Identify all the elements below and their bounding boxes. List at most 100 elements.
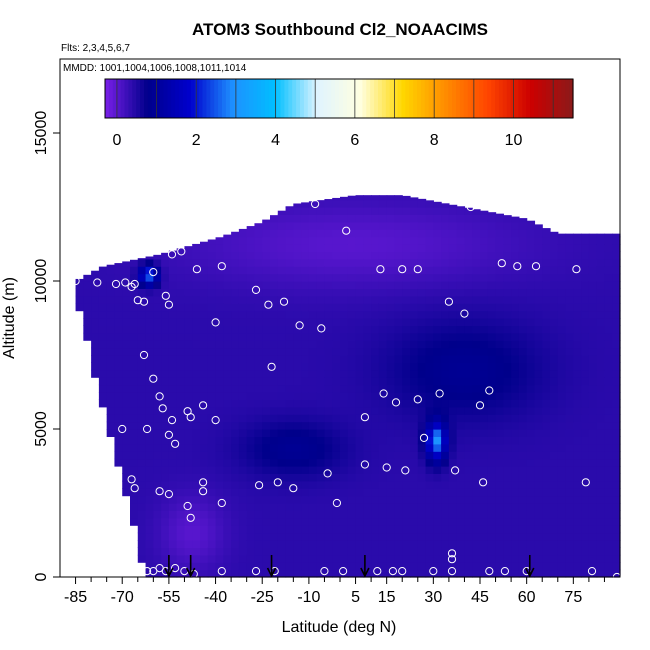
- x-tick-label: -85: [64, 589, 87, 606]
- sample-point: [398, 567, 407, 576]
- sample-point: [479, 478, 488, 487]
- sample-point: [251, 567, 261, 576]
- flight-arrow: [164, 555, 174, 578]
- sample-point: [379, 389, 388, 398]
- sample-point: [342, 226, 351, 235]
- sample-point: [164, 430, 173, 439]
- y-tick-label: 10000: [33, 259, 50, 304]
- sample-point: [485, 567, 494, 576]
- heatmap: [75, 195, 621, 578]
- sample-point: [127, 282, 136, 291]
- sample-point: [460, 309, 469, 318]
- sample-point: [164, 300, 173, 309]
- x-tick-label: 5: [351, 589, 360, 606]
- sample-point: [133, 296, 142, 305]
- dates-label: MMDD: 1001,1004,1006,1008,1011,1014: [63, 63, 247, 74]
- colorbar-tick-label: 10: [505, 132, 523, 149]
- sample-point: [255, 481, 264, 490]
- sample-point: [388, 567, 397, 576]
- sample-point: [211, 318, 220, 327]
- x-tick-label: -40: [204, 589, 227, 606]
- sample-point: [199, 478, 208, 487]
- sample-point: [149, 374, 158, 383]
- sample-point: [320, 567, 329, 576]
- sample-point: [139, 297, 149, 306]
- sample-point: [199, 401, 208, 410]
- sample-point: [413, 395, 422, 404]
- colorbar-tick-label: 0: [112, 132, 121, 149]
- sample-point: [186, 513, 195, 522]
- y-tick-label: 0: [33, 572, 50, 581]
- x-tick-label: -55: [157, 589, 180, 606]
- sample-point: [531, 262, 541, 271]
- y-axis-label: Altitude (m): [1, 277, 18, 359]
- colorbar-tick-label: 8: [430, 132, 439, 149]
- x-tick-label: -70: [111, 589, 134, 606]
- sample-point: [199, 487, 208, 496]
- sample-point: [435, 389, 444, 398]
- x-tick-label: -10: [297, 589, 320, 606]
- sample-point: [133, 567, 142, 576]
- sample-point: [143, 424, 152, 434]
- colorbar-tick-label: 4: [271, 132, 280, 149]
- x-tick-label: 60: [518, 589, 536, 606]
- sample-point: [111, 279, 121, 289]
- chart-title: ATOM3 Southbound Cl2_NOAACIMS: [192, 20, 488, 39]
- flight-arrows: [164, 555, 535, 578]
- colorbar: 0 2 4 6 8 10: [104, 78, 574, 149]
- sample-point: [149, 268, 158, 277]
- sample-point: [71, 276, 80, 286]
- sample-point: [295, 321, 304, 330]
- sample-point: [217, 567, 226, 576]
- sample-point: [158, 404, 167, 413]
- sample-point: [186, 413, 195, 422]
- x-tick-label: -25: [251, 589, 274, 606]
- sample-point: [360, 413, 369, 422]
- sample-point: [124, 567, 133, 576]
- x-tick-label: 30: [424, 589, 442, 606]
- sample-point: [485, 386, 494, 395]
- sample-point: [339, 567, 348, 576]
- sample-point: [130, 484, 139, 493]
- sample-point: [211, 416, 220, 425]
- sample-point: [447, 549, 457, 558]
- sample-point: [177, 247, 186, 256]
- sample-point: [217, 262, 226, 271]
- sample-point: [118, 424, 127, 434]
- sample-point: [121, 278, 130, 287]
- sample-points: [71, 199, 622, 582]
- sample-point: [127, 475, 136, 484]
- sample-point: [466, 202, 475, 212]
- sample-point: [171, 564, 180, 573]
- sample-point: [143, 567, 152, 576]
- sample-point: [217, 498, 226, 508]
- sample-point: [497, 259, 506, 268]
- x-tick-label: 45: [471, 589, 489, 606]
- sample-point: [444, 297, 453, 306]
- sample-point: [155, 487, 164, 496]
- sample-point: [572, 265, 581, 274]
- flight-arrow: [266, 555, 277, 578]
- sample-point: [587, 567, 597, 576]
- sample-point: [311, 199, 320, 209]
- sample-point: [398, 265, 407, 274]
- sample-point: [447, 555, 457, 564]
- x-tick-label: 15: [378, 589, 396, 606]
- colorbar-tick-label: 6: [350, 132, 359, 149]
- sample-point: [429, 567, 438, 576]
- sample-point: [513, 262, 522, 271]
- sample-point: [451, 466, 460, 475]
- y-axis: 0 5000 10000 15000: [33, 111, 60, 581]
- sample-point: [251, 285, 261, 294]
- sample-point: [413, 265, 422, 274]
- x-axis-label: Latitude (deg N): [282, 619, 397, 636]
- flight-arrow: [525, 555, 535, 578]
- sample-point: [373, 567, 382, 576]
- sample-point: [360, 460, 369, 469]
- sample-point: [591, 220, 600, 229]
- sample-point: [264, 300, 273, 309]
- sample-point: [139, 350, 149, 360]
- sample-point: [183, 501, 192, 511]
- sample-point: [171, 439, 180, 448]
